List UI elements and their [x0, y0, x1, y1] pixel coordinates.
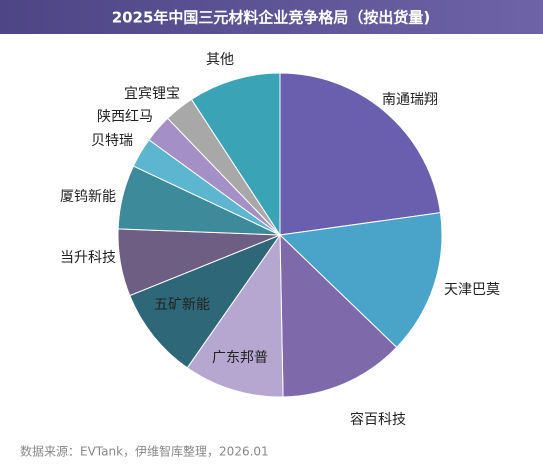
slice-label: 宜宾锂宝 [124, 86, 180, 102]
slice-label: 厦钨新能 [60, 189, 116, 205]
slice-label: 南通瑞翔 [382, 92, 438, 108]
slice-label: 广东邦普 [212, 350, 268, 366]
slice-label: 贝特瑞 [91, 133, 133, 149]
slice-label: 陕西红马 [97, 109, 153, 125]
title-bar [0, 0, 543, 34]
slice-label: 五矿新能 [154, 297, 210, 313]
pie-slice [190, 72, 281, 237]
pie-slice [279, 72, 442, 236]
pie-slice [129, 233, 282, 369]
pie-slice [279, 233, 398, 398]
slice-label: 容百科技 [350, 411, 406, 428]
source-note: 数据来源：EVTank，伊维智库整理，2026.01 [20, 444, 269, 459]
slice-label: 天津巴莫 [444, 282, 500, 298]
slice-label: 当升科技 [60, 250, 116, 266]
pie-slice [186, 233, 284, 398]
pie-slice [278, 212, 443, 349]
chart-title: 2025年中国三元材料企业竞争格局（按出货量) [112, 9, 431, 27]
slice-label: 其他 [206, 52, 234, 68]
